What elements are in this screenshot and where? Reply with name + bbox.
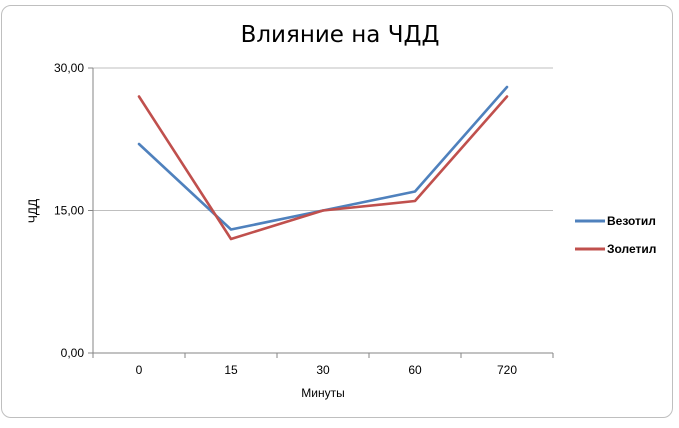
x-tick-label: 0 <box>136 363 143 377</box>
y-tick-label: 0,00 <box>61 346 85 360</box>
gridlines <box>93 67 553 211</box>
x-tick-label: 15 <box>224 363 238 377</box>
x-tick-label: 60 <box>408 363 422 377</box>
legend-label: Золетил <box>607 242 656 256</box>
axes <box>88 67 554 358</box>
y-tick-label: 30,00 <box>54 61 84 75</box>
x-tick-label: 720 <box>497 363 517 377</box>
legend-label: Везотил <box>607 214 656 228</box>
y-axis-title: ЧДД <box>26 199 40 223</box>
series-lines <box>137 85 509 241</box>
y-tick-label: 15,00 <box>54 204 84 218</box>
series-line-2 <box>137 95 509 241</box>
tick-labels: 0,00 15,00 30,00 0 15 30 60 720 <box>54 61 517 377</box>
x-axis-title: Минуты <box>301 386 344 400</box>
legend: Везотил Золетил <box>575 214 656 256</box>
chart-frame <box>1 5 673 418</box>
x-tick-label: 30 <box>316 363 330 377</box>
chart-title: Влияние на ЧДД <box>241 22 440 48</box>
